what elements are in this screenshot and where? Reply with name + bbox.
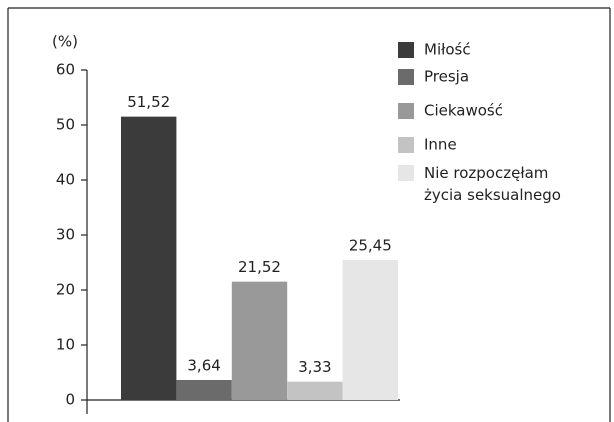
legend-label: Ciekawość: [424, 102, 503, 120]
y-tick-label: 40: [56, 171, 75, 189]
bar: [231, 281, 288, 400]
data-label: 3,33: [298, 358, 331, 376]
bar: [342, 260, 398, 400]
legend-swatch: [398, 42, 414, 58]
y-tick-label: 0: [65, 391, 75, 409]
legend-label: Nie rozpoczęłam życia seksualnego: [424, 164, 561, 204]
legend-swatch: [398, 103, 414, 119]
legend-swatch: [398, 165, 414, 181]
bar: [287, 381, 343, 400]
legend-swatch: [398, 137, 414, 153]
y-axis-label: (%): [52, 33, 78, 51]
y-tick-label: 20: [56, 281, 75, 299]
legend-label: Miłość: [424, 41, 471, 59]
y-tick-label: 30: [56, 226, 75, 244]
data-label: 51,52: [127, 93, 170, 111]
legend-swatch: [398, 69, 414, 85]
legend-label: Presja: [424, 68, 469, 86]
y-tick-label: 60: [56, 61, 75, 79]
bar: [121, 116, 177, 400]
data-label: 3,64: [187, 356, 220, 374]
legend-label: Inne: [424, 136, 457, 154]
bar: [176, 379, 232, 400]
y-tick-label: 50: [56, 116, 75, 134]
y-tick-label: 10: [56, 336, 75, 354]
data-label: 25,45: [349, 237, 392, 255]
data-label: 21,52: [238, 258, 281, 276]
